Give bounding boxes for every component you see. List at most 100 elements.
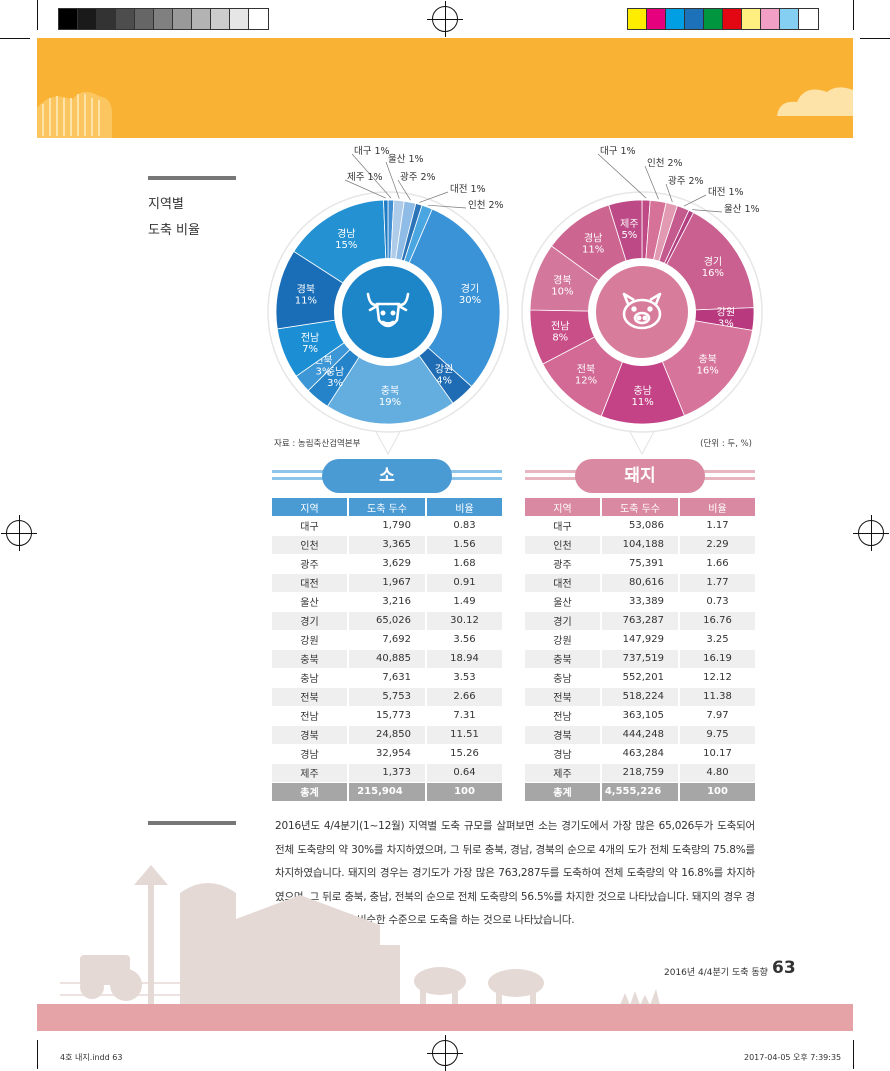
count-cell: 32,954 xyxy=(348,744,427,764)
count-cell: 33,389 xyxy=(601,592,680,612)
region-cell: 울산 xyxy=(525,592,602,612)
ratio-cell: 30.12 xyxy=(426,611,502,631)
table-row: 강원 7,692 3.56 xyxy=(272,630,502,650)
table-row: 경남 32,954 15.26 xyxy=(272,744,502,764)
table-header-row: 지역 도축 두수 비율 xyxy=(525,498,755,516)
cattle-pie-chart: 대구 1%울산 1%광주 2%대전 1%인천 2%경기 30%강원 4%충북 19%충… xyxy=(267,146,509,456)
count-cell: 3,365 xyxy=(348,535,427,555)
slice-label: 강원 4% xyxy=(435,364,453,387)
farm-illustration xyxy=(60,865,660,1005)
ratio-cell: 0.73 xyxy=(679,592,755,612)
leader-line xyxy=(419,191,449,203)
column-header: 지역 xyxy=(272,498,349,516)
region-cell: 광주 xyxy=(525,554,602,574)
ratio-cell: 0.91 xyxy=(426,573,502,593)
count-cell: 1,967 xyxy=(348,573,427,593)
grayscale-color-bar xyxy=(58,8,269,30)
slice-label-outside: 제주 1% xyxy=(347,172,383,183)
leader-line xyxy=(385,161,400,199)
slice-label: 제주 5% xyxy=(620,218,638,241)
region-cell: 울산 xyxy=(272,592,349,612)
ratio-cell: 11.51 xyxy=(426,725,502,745)
page-number: 63 xyxy=(772,958,796,978)
ratio-cell: 1.49 xyxy=(426,592,502,612)
region-cell: 인천 xyxy=(525,535,602,555)
ratio-cell: 7.31 xyxy=(426,706,502,726)
cloud-decoration xyxy=(37,87,853,138)
ratio-cell: 7.97 xyxy=(679,706,755,726)
ratio-cell: 16.76 xyxy=(679,611,755,631)
crop-mark xyxy=(37,1040,38,1069)
slice-label: 전남 7% xyxy=(301,332,319,355)
pie-slice xyxy=(600,310,685,425)
crop-mark xyxy=(853,1040,854,1069)
slice-label-outside: 대전 1% xyxy=(450,184,486,195)
slice-label: 경남 15% xyxy=(335,227,357,251)
column-header: 지역 xyxy=(525,498,602,516)
leader-line xyxy=(397,179,411,201)
table-row: 전북 518,224 11.38 xyxy=(525,687,755,707)
pie-slice xyxy=(387,208,501,388)
table-row: 경기 65,026 30.12 xyxy=(272,611,502,631)
slice-label-outside: 인천 2% xyxy=(647,158,683,169)
region-cell: 대전 xyxy=(272,573,349,593)
registration-mark-right xyxy=(853,515,889,551)
slice-label: 경기 16% xyxy=(702,255,724,279)
table-row: 강원 147,929 3.25 xyxy=(525,630,755,650)
pig-title-pill: 돼지 xyxy=(575,459,705,493)
region-cell: 전남 xyxy=(525,706,602,726)
cattle-title-pill: 소 xyxy=(322,459,452,493)
slice-label: 충북 19% xyxy=(379,385,401,408)
slice-label: 경북 11% xyxy=(295,282,317,306)
count-cell: 444,248 xyxy=(601,725,680,745)
slice-label-outside: 광주 2% xyxy=(400,171,436,183)
ratio-cell: 16.19 xyxy=(679,649,755,669)
region-cell: 총계 xyxy=(525,782,602,802)
table-row: 전남 363,105 7.97 xyxy=(525,706,755,726)
table-row: 충북 737,519 16.19 xyxy=(525,649,755,669)
crop-mark xyxy=(37,0,38,30)
slice-label-outside: 울산 1% xyxy=(388,154,424,165)
count-cell: 80,616 xyxy=(601,573,680,593)
ratio-cell: 3.53 xyxy=(426,668,502,688)
slice-label-outside: 광주 2% xyxy=(668,175,704,187)
table-row: 대전 80,616 1.77 xyxy=(525,573,755,593)
leader-line xyxy=(683,194,707,207)
table-row: 충북 40,885 18.94 xyxy=(272,649,502,669)
ratio-cell: 1.77 xyxy=(679,573,755,593)
column-header: 도축 두수 xyxy=(601,498,680,516)
ratio-cell: 3.25 xyxy=(679,630,755,650)
region-cell: 강원 xyxy=(525,630,602,650)
ratio-cell: 2.66 xyxy=(426,687,502,707)
slice-label: 경북 10% xyxy=(551,273,573,297)
count-cell: 215,904 xyxy=(348,782,427,802)
leader-line xyxy=(344,179,386,199)
count-cell: 65,026 xyxy=(348,611,427,631)
region-cell: 충남 xyxy=(272,668,349,688)
leader-line xyxy=(692,209,723,213)
source-note: 자료 : 농림축산검역본부 xyxy=(274,439,361,449)
section-label-line1: 지역별 xyxy=(148,197,184,212)
region-cell: 강원 xyxy=(272,630,349,650)
pie-slice xyxy=(326,311,454,425)
slice-label: 전남 8% xyxy=(551,320,569,343)
region-cell: 경남 xyxy=(272,744,349,764)
count-cell: 1,790 xyxy=(348,516,427,536)
slice-label: 경남 11% xyxy=(582,232,604,256)
count-cell: 552,201 xyxy=(601,668,680,688)
count-cell: 75,391 xyxy=(601,554,680,574)
table-row: 경북 24,850 11.51 xyxy=(272,725,502,745)
registration-mark-left xyxy=(1,515,37,551)
total-row: 총계 4,555,226 100 xyxy=(525,782,755,802)
ratio-cell: 1.56 xyxy=(426,535,502,555)
section-rule xyxy=(148,176,236,180)
footer-title: 2016년 4/4분기 도축 동향 xyxy=(664,968,768,978)
column-header: 도축 두수 xyxy=(348,498,427,516)
slice-label-outside: 대구 1% xyxy=(354,146,390,157)
ratio-cell: 2.29 xyxy=(679,535,755,555)
slice-label-outside: 울산 1% xyxy=(724,204,760,215)
region-cell: 인천 xyxy=(272,535,349,555)
slice-label: 전북 12% xyxy=(575,364,597,387)
count-cell: 218,759 xyxy=(601,763,680,783)
table-row: 대구 1,790 0.83 xyxy=(272,516,502,536)
